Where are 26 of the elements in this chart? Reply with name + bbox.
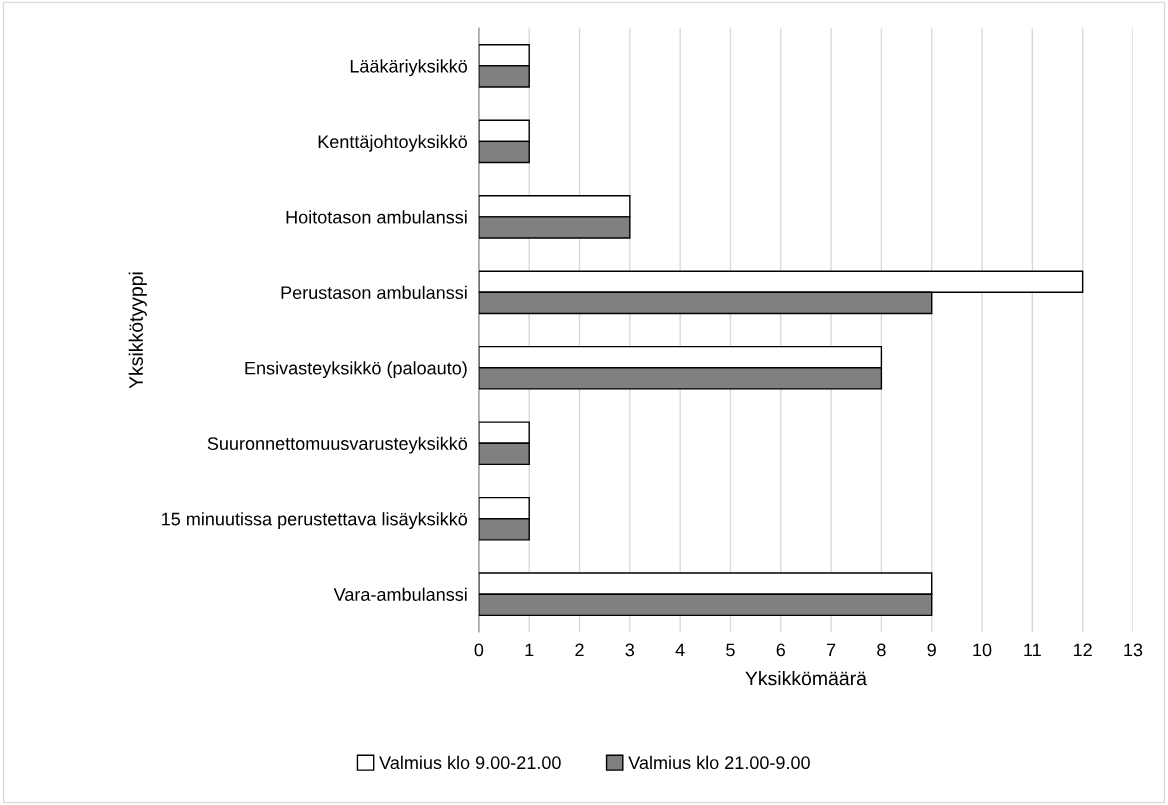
y-axis-title: Yksikkötyyppi bbox=[128, 272, 147, 389]
x-tick-label: 1 bbox=[525, 643, 534, 657]
x-tick-label: 11 bbox=[1024, 643, 1041, 657]
y-tick-label: Kenttäjohtoyksikkö bbox=[318, 134, 468, 152]
y-tick-label: Suuronnettomuusvarusteyksikkö bbox=[207, 436, 468, 454]
x-tick-label: 2 bbox=[575, 643, 584, 657]
x-tick-label: 9 bbox=[927, 643, 936, 657]
x-tick-label: 6 bbox=[776, 643, 785, 657]
y-tick-label: Vara-ambulanssi bbox=[333, 587, 467, 601]
x-axis-title: Yksikkömäärä bbox=[745, 670, 867, 686]
x-tick-label: 5 bbox=[726, 643, 735, 657]
x-tick-label: 7 bbox=[826, 643, 836, 657]
x-tick-label: 4 bbox=[675, 643, 685, 657]
x-tick-label: 3 bbox=[625, 643, 635, 657]
x-tick-label: 0 bbox=[474, 643, 484, 657]
legend-label: Valmius klo 9.00-21.00 bbox=[379, 755, 561, 770]
x-tick-label: 12 bbox=[1073, 643, 1092, 657]
y-tick-label: 15 minuutissa perustettava lisäyksikkö bbox=[162, 512, 468, 530]
x-tick-label: 10 bbox=[973, 643, 992, 657]
y-tick-label: Hoitotason ambulanssi bbox=[286, 210, 467, 224]
legend-label: Valmius klo 21.00-9.00 bbox=[628, 755, 810, 770]
y-tick-label: Lääkäriyksikkö bbox=[350, 59, 468, 77]
x-tick-label: 8 bbox=[877, 643, 886, 657]
y-tick-label: Perustason ambulanssi bbox=[281, 285, 467, 300]
y-tick-label: Ensivasteyksikkö (paloauto) bbox=[245, 361, 467, 379]
x-tick-label: 13 bbox=[1124, 643, 1143, 657]
